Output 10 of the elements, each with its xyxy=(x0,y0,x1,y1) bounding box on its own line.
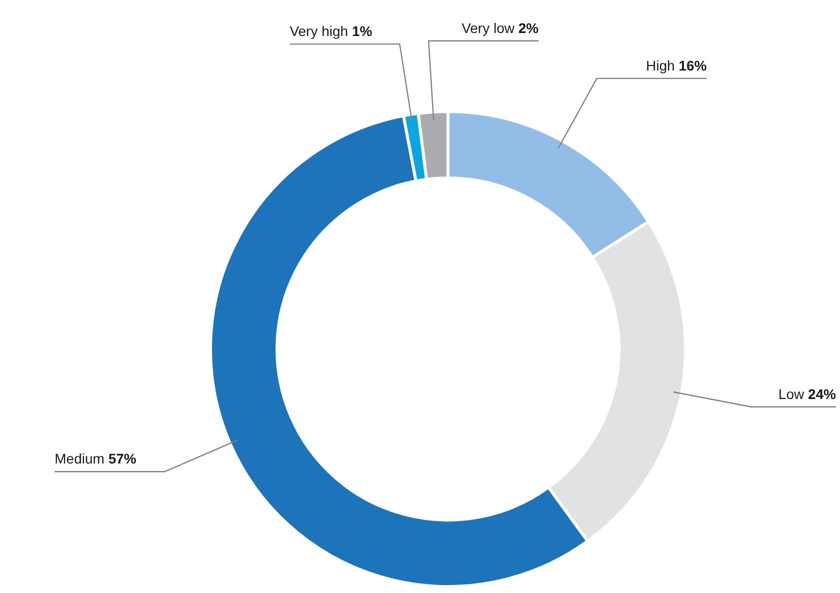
data-label: 24% xyxy=(808,386,837,402)
slice-label: Low xyxy=(778,386,808,402)
data-label: 57% xyxy=(108,450,137,467)
data-label: 2% xyxy=(518,20,540,36)
slice-label: Medium xyxy=(54,450,108,467)
slice-label: High xyxy=(646,57,679,74)
data-label: 1% xyxy=(352,23,373,40)
data-label: 16% xyxy=(678,57,708,74)
slice-label: Very high xyxy=(290,23,352,40)
slice-label: Very low xyxy=(462,20,518,36)
